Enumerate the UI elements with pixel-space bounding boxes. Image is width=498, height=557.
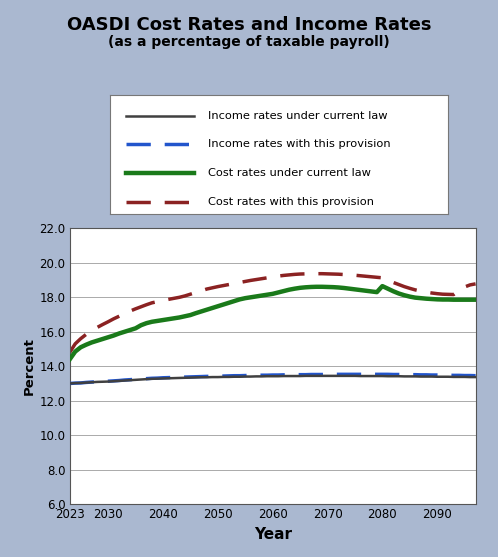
Text: Cost rates with this provision: Cost rates with this provision — [208, 197, 374, 207]
Text: Income rates with this provision: Income rates with this provision — [208, 139, 390, 149]
Text: OASDI Cost Rates and Income Rates: OASDI Cost Rates and Income Rates — [67, 16, 431, 33]
Text: (as a percentage of taxable payroll): (as a percentage of taxable payroll) — [108, 35, 390, 48]
Text: Income rates under current law: Income rates under current law — [208, 111, 387, 121]
Y-axis label: Percent: Percent — [22, 338, 35, 395]
X-axis label: Year: Year — [253, 527, 292, 542]
Text: Cost rates under current law: Cost rates under current law — [208, 168, 371, 178]
